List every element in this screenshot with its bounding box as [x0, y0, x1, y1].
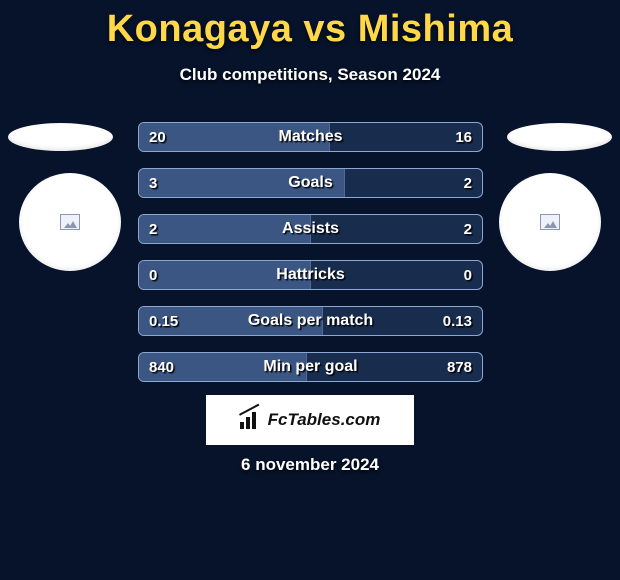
stat-row: 3 Goals 2: [138, 168, 483, 198]
stat-row: 0 Hattricks 0: [138, 260, 483, 290]
stat-right-value: 16: [455, 129, 482, 146]
stat-label: Goals per match: [248, 312, 373, 330]
brand-text: FcTables.com: [268, 410, 381, 430]
date-text: 6 november 2024: [0, 455, 620, 475]
stat-label: Min per goal: [263, 358, 357, 376]
stat-right-value: 0.13: [443, 313, 482, 330]
stat-row: 2 Assists 2: [138, 214, 483, 244]
brand-badge: FcTables.com: [206, 395, 414, 445]
stats-list: 20Matches163Goals22Assists20Hattricks00.…: [138, 122, 483, 398]
stat-left-value: 840: [139, 359, 174, 376]
image-placeholder-icon: [60, 214, 80, 230]
stat-left-value: 20: [139, 129, 166, 146]
player-right-ellipse: [507, 123, 612, 151]
player-left-avatar: [19, 173, 121, 271]
stat-left-value: 0.15: [139, 313, 178, 330]
stat-label: Assists: [282, 220, 339, 238]
stat-right-value: 2: [464, 221, 482, 238]
stat-right-value: 0: [464, 267, 482, 284]
stat-right-value: 878: [447, 359, 482, 376]
stat-row: 20 Matches 16: [138, 122, 483, 152]
stat-row: 840 Min per goal 878: [138, 352, 483, 382]
player-right-avatar: [499, 173, 601, 271]
stat-right-value: 2: [464, 175, 482, 192]
stat-label: Hattricks: [276, 266, 344, 284]
page-title: Konagaya vs Mishima: [0, 0, 620, 51]
stat-left-value: 2: [139, 221, 157, 238]
stat-label: Goals: [288, 174, 332, 192]
stat-left-value: 3: [139, 175, 157, 192]
stat-row: 0.15 Goals per match 0.13: [138, 306, 483, 336]
page-subtitle: Club competitions, Season 2024: [0, 65, 620, 85]
brand-logo-icon: [240, 411, 262, 429]
image-placeholder-icon: [540, 214, 560, 230]
stat-label: Matches: [278, 128, 342, 146]
stat-left-value: 0: [139, 267, 157, 284]
player-left-ellipse: [8, 123, 113, 151]
